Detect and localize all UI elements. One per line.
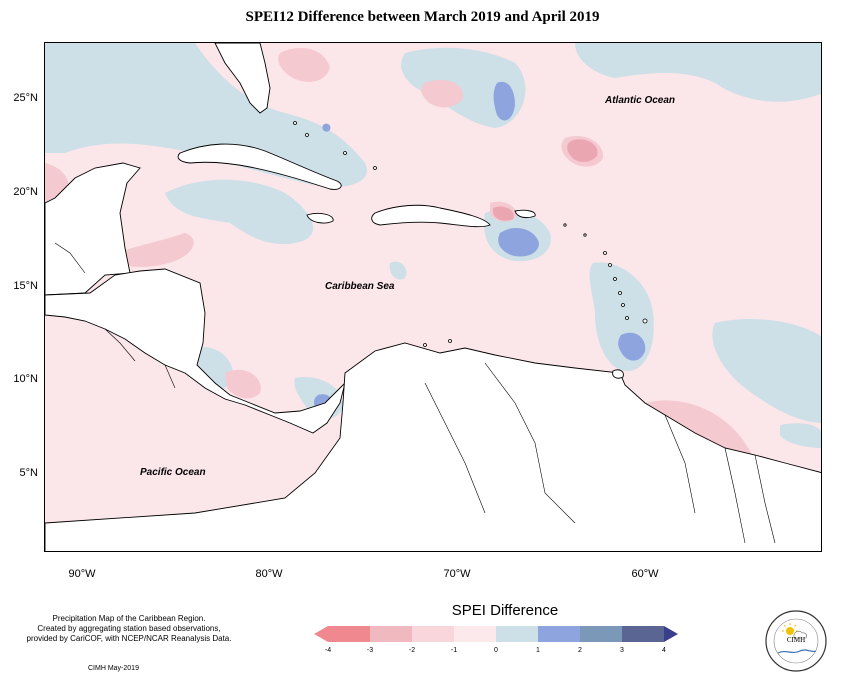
legend-swatch: [412, 626, 454, 642]
source-note: Precipitation Map of the Caribbean Regio…: [14, 614, 244, 644]
pacific-ocean-label: Pacific Ocean: [140, 467, 206, 478]
lon-tick-60: 60°W: [631, 568, 659, 580]
lat-tick-20: 20°N: [13, 186, 38, 198]
lon-tick-80: 80°W: [255, 568, 283, 580]
caribbean-sea-label: Caribbean Sea: [325, 281, 395, 292]
legend-tick-label: -1: [450, 647, 458, 654]
legend-swatch: [328, 626, 370, 642]
country-borders: [54, 242, 776, 544]
legend-swatch: [622, 626, 664, 642]
spei-map: [45, 43, 821, 551]
legend-tick-label: -4: [324, 647, 332, 654]
land-masses: [45, 43, 821, 551]
legend-tick-label: 3: [620, 647, 624, 654]
atlantic-ocean-label: Atlantic Ocean: [605, 95, 676, 106]
legend-tick-label: 0: [494, 647, 498, 654]
credit-label: CIMH May-2019: [88, 665, 139, 672]
legend-tick-label: -2: [408, 647, 416, 654]
legend-title: SPEI Difference: [451, 602, 559, 619]
source-note-line-2: Created by aggregating station based obs…: [37, 624, 221, 633]
legend-swatch: [454, 626, 496, 642]
legend-tick-label: -3: [366, 647, 374, 654]
legend-swatches: [314, 626, 678, 642]
source-note-line-3: provided by CariCOF, with NCEP/NCAR Rean…: [26, 634, 232, 643]
legend-swatch: [538, 626, 580, 642]
lat-tick-10: 10°N: [13, 373, 38, 385]
lon-tick-90: 90°W: [68, 568, 96, 580]
legend-swatch: [580, 626, 622, 642]
lat-tick-25: 25°N: [13, 92, 38, 104]
spei-positive-core: [314, 81, 646, 418]
map-title: SPEI12 Difference between March 2019 and…: [245, 9, 600, 25]
lat-tick-5: 5°N: [19, 467, 38, 479]
legend-swatch: [496, 626, 538, 642]
legend-tick-label: 2: [578, 647, 582, 654]
legend-cap-left: [314, 626, 328, 642]
lat-tick-15: 15°N: [13, 280, 38, 292]
cimh-logo-text: CIMH: [786, 636, 806, 644]
lon-tick-70: 70°W: [443, 568, 471, 580]
legend-tick-label: 1: [536, 647, 540, 654]
lesser-antilles: [293, 121, 648, 347]
cimh-logo-icon: [765, 610, 827, 672]
map-panel: Atlantic Ocean Caribbean Sea Pacific Oce…: [44, 42, 822, 552]
legend-tick-label: 4: [662, 647, 666, 654]
source-note-line-1: Precipitation Map of the Caribbean Regio…: [52, 614, 206, 623]
legend-cap-right: [664, 626, 678, 642]
legend-swatch: [370, 626, 412, 642]
legend-colorbar: [314, 626, 678, 642]
